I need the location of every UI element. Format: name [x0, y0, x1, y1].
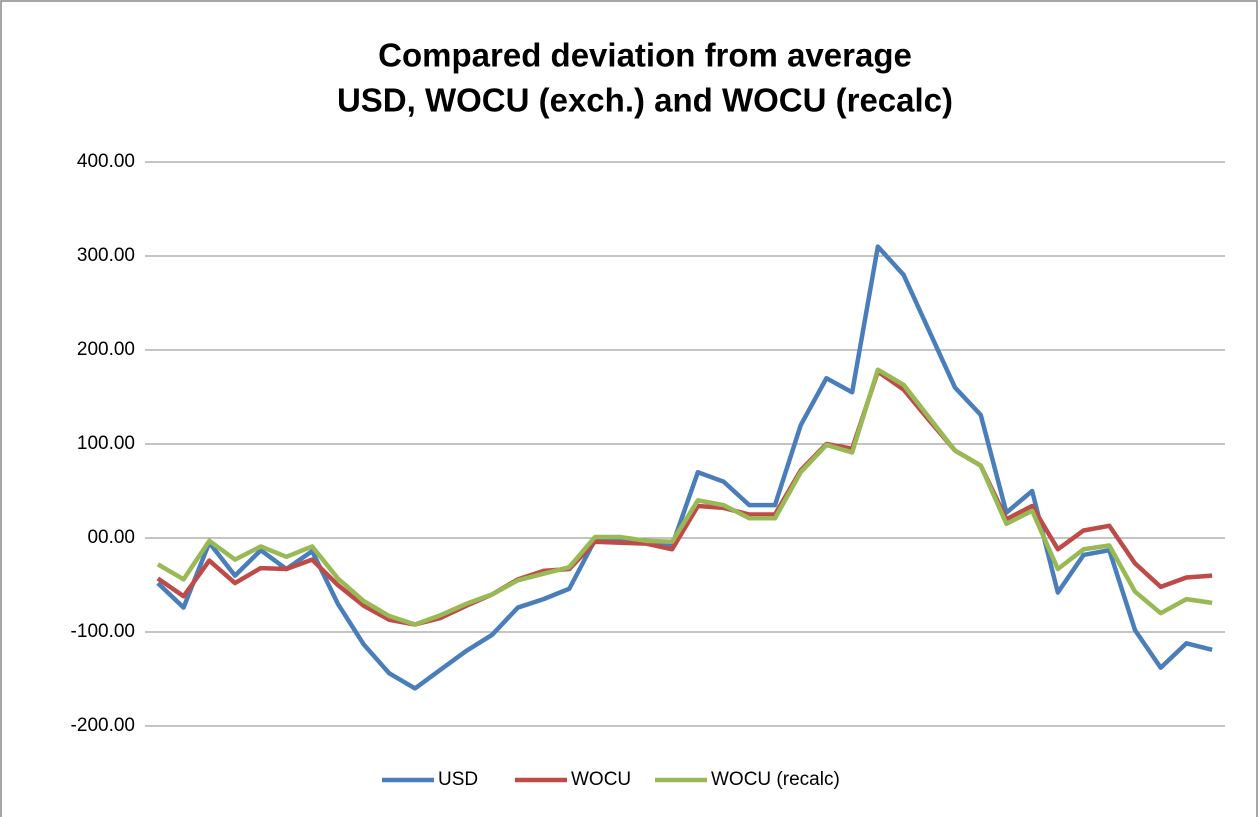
legend-label: WOCU: [571, 769, 631, 790]
y-tick-label: 100.00: [77, 433, 135, 454]
y-tick-label: 200.00: [77, 339, 135, 360]
series-line: [156, 244, 1213, 691]
series-line: [156, 369, 1213, 627]
y-tick-label: 400.00: [77, 151, 135, 172]
y-tick-label: 300.00: [77, 245, 135, 266]
y-tick-label: -200.00: [71, 715, 135, 736]
y-tick-label: 00.00: [87, 527, 135, 548]
series-line: [156, 367, 1213, 627]
legend-label: WOCU (recalc): [711, 769, 840, 790]
chart-title: Compared deviation from average: [378, 37, 912, 74]
y-tick-label: -100.00: [71, 621, 135, 642]
chart-title: USD, WOCU (exch.) and WOCU (recalc): [337, 82, 953, 119]
legend-label: USD: [438, 769, 478, 790]
